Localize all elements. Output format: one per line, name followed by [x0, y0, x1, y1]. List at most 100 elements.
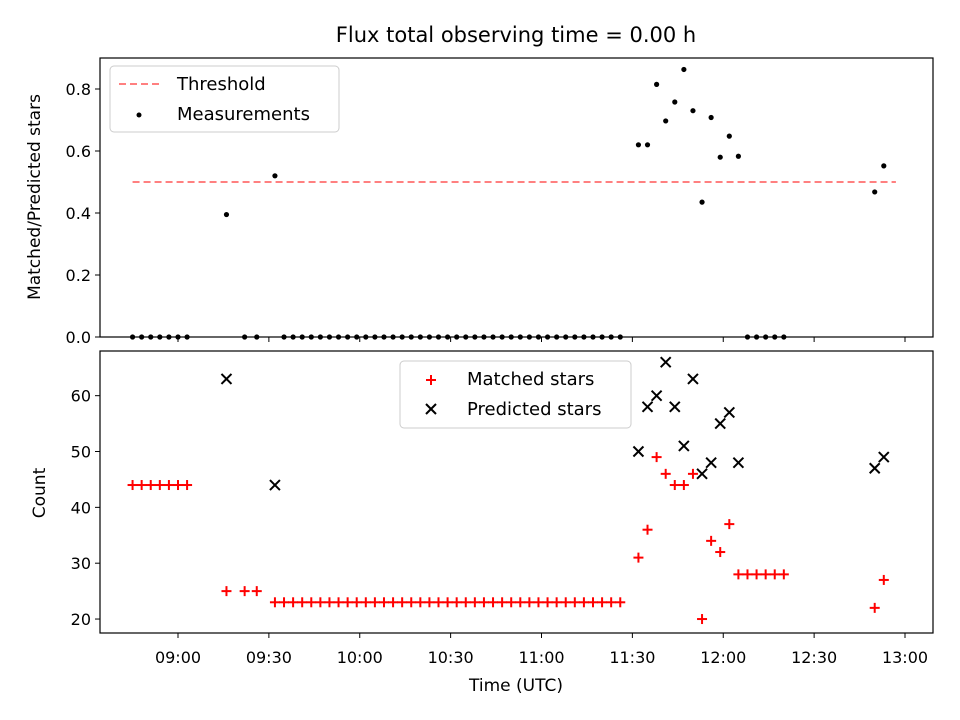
measurement-point [735, 153, 741, 159]
top-y-tick-label: 0.2 [66, 266, 91, 285]
matched-star-point [154, 480, 165, 491]
matched-star-point [678, 480, 689, 491]
matched-star-point [279, 597, 290, 608]
bottom-marks: 20 30 40 50 60 09:00 09:30 10:00 10:30 11:00 11:30… [71, 356, 928, 667]
matched-star-point [406, 597, 417, 608]
chart-title: Flux total observing time = 0.00 h [336, 23, 696, 47]
matched-star-point [497, 597, 508, 608]
bottom-y-tick-label: 60 [71, 387, 91, 406]
matched-star-point [642, 524, 653, 535]
matched-star-point [478, 597, 489, 608]
matched-star-point [869, 602, 880, 613]
matched-star-point [442, 597, 453, 608]
x-tick-label: 11:30 [609, 648, 655, 667]
top-marks: 0.0 0.2 0.4 0.6 0.8 [66, 66, 906, 347]
matched-star-point [127, 480, 138, 491]
matched-star-point [506, 597, 517, 608]
matched-star-point [269, 597, 280, 608]
predicted-star-point [687, 373, 699, 385]
bottom-legend: Matched stars Predicted stars [399, 360, 632, 429]
predicted-star-point [678, 440, 690, 452]
predicted-star-point [632, 445, 645, 458]
matched-star-point [136, 480, 147, 491]
predicted-star-point [641, 401, 654, 413]
matched-star-point [145, 480, 156, 491]
predicted-star-point [696, 468, 708, 480]
legend-matched-label: Matched stars [467, 369, 594, 390]
measurement-point [699, 199, 705, 205]
matched-star-point [424, 597, 435, 608]
matched-star-point [333, 597, 344, 608]
bottom-y-tick-label: 30 [71, 554, 91, 573]
matched-star-point [378, 597, 389, 608]
matched-star-point [560, 597, 571, 608]
matched-star-point [569, 597, 580, 608]
matched-star-point [239, 586, 250, 597]
matched-star-point [742, 569, 753, 580]
legend-matched-swatch [426, 375, 436, 385]
matched-star-point [669, 480, 680, 491]
x-tick-label: 10:00 [337, 648, 383, 667]
matched-star-point [778, 569, 789, 580]
measurement-point [717, 154, 723, 160]
x-tick-label: 11:00 [518, 648, 564, 667]
top-y-tick-label: 0.6 [66, 142, 91, 161]
x-tick-label: 09:30 [246, 648, 292, 667]
legend-measurements-label: Measurements [177, 104, 310, 125]
bottom-legend-box [399, 360, 632, 429]
predicted-star-point [705, 456, 717, 469]
predicted-star-point [220, 373, 233, 385]
matched-star-point [433, 597, 444, 608]
measurement-point [872, 189, 878, 195]
measurement-point [654, 81, 660, 87]
matched-star-point [551, 597, 562, 608]
matched-star-point [706, 535, 717, 546]
x-axis-label: Time (UTC) [468, 676, 563, 696]
x-tick-label: 09:00 [155, 648, 201, 667]
matched-star-point [533, 597, 544, 608]
matched-star-point [388, 597, 399, 608]
matched-star-point [451, 597, 462, 608]
matched-star-point [606, 597, 617, 608]
predicted-star-point [732, 456, 745, 469]
measurement-point [644, 142, 651, 148]
matched-star-point [615, 597, 626, 608]
bottom-axes-frame [99, 350, 934, 634]
matched-star-point [587, 597, 598, 608]
matched-star-point [306, 597, 317, 608]
x-tick-label: 12:00 [700, 648, 746, 667]
legend-predicted-swatch [425, 403, 437, 415]
predicted-star-point [723, 406, 736, 419]
matched-star-point [597, 597, 608, 608]
matched-star-point [315, 597, 326, 608]
predicted-star-point [269, 479, 281, 491]
matched-star-point [542, 597, 553, 608]
matched-star-point [760, 569, 771, 580]
matched-star-point [351, 597, 362, 608]
matched-star-point [415, 597, 426, 608]
matched-star-point [460, 597, 471, 608]
legend-measurements-swatch [136, 112, 142, 118]
matched-star-point [488, 597, 499, 608]
measurement-point [681, 66, 687, 73]
matched-star-point [324, 597, 335, 608]
matched-star-point [342, 597, 353, 608]
measurement-point [726, 133, 732, 139]
measurement-point [223, 211, 230, 218]
matched-star-point [288, 597, 299, 608]
matched-star-point [369, 597, 380, 608]
predicted-star-point [659, 356, 672, 368]
measurement-point [881, 163, 887, 169]
measurement-point [635, 142, 642, 148]
matched-star-point [397, 597, 408, 608]
matched-star-point [173, 480, 183, 491]
x-tick-label: 12:30 [791, 648, 837, 667]
legend-predicted-label: Predicted stars [467, 399, 601, 420]
matched-star-point [724, 519, 735, 530]
predicted-star-point [714, 417, 726, 430]
bottom-y-tick-label: 50 [71, 443, 91, 462]
x-tick-label: 13:00 [882, 648, 928, 667]
legend-threshold-label: Threshold [176, 74, 266, 95]
bottom-panel: Count 20 30 40 50 60 09:00 09:30 10:00 10:30 11:0… [30, 350, 934, 696]
